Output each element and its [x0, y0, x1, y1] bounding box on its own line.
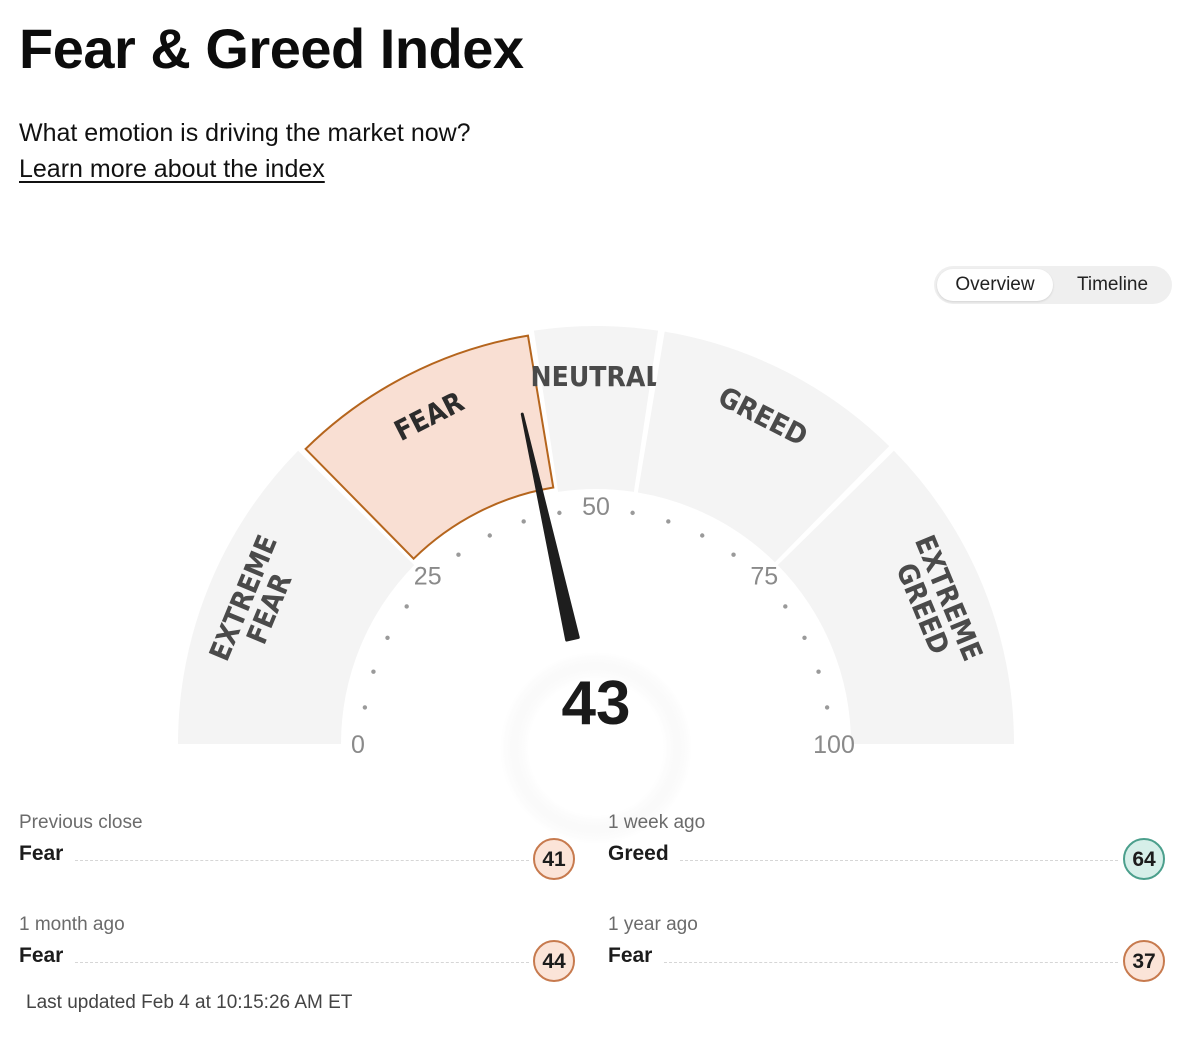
dashed-leader [75, 860, 529, 861]
history-score-badge: 64 [1123, 838, 1165, 880]
history-score-badge: 41 [533, 838, 575, 880]
overview-tab[interactable]: Overview [937, 269, 1053, 301]
score-halo [500, 652, 692, 844]
gauge-scale-dot [456, 552, 461, 557]
dashed-leader [680, 860, 1118, 861]
gauge-segment-extreme-fear [178, 450, 415, 744]
gauge-scale-dot [521, 519, 526, 524]
gauge-tick-label: 50 [582, 493, 610, 521]
gauge-scale-dot [666, 519, 671, 524]
gauge-scale-dot [371, 669, 376, 674]
timeline-tab[interactable]: Timeline [1076, 274, 1149, 295]
gauge-scale-dot [362, 705, 368, 710]
gauge-scale-dot [700, 533, 705, 538]
history-rating: Fear [19, 944, 64, 967]
gauge-scale-dot [557, 510, 562, 516]
gauge-scale-dot [824, 705, 830, 710]
gauge-segment-greed [637, 331, 890, 563]
last-updated: Last updated Feb 4 at 10:15:26 AM ET [26, 992, 353, 1013]
gauge-scale-dot [731, 552, 736, 557]
history-period: Previous close [19, 812, 143, 833]
gauge-segment-neutral [533, 326, 659, 492]
gauge-tick-label: 0 [351, 731, 365, 759]
gauge-scale-dot [802, 635, 807, 640]
dashed-leader [75, 962, 529, 963]
history-period: 1 year ago [608, 914, 698, 935]
history-1-week-ago: 1 week ago Greed 64 [608, 812, 1168, 892]
dashed-leader [664, 962, 1118, 963]
history-1-year-ago: 1 year ago Fear 37 [608, 914, 1168, 994]
history-previous-close: Previous close Fear 41 [19, 812, 579, 892]
history-period: 1 month ago [19, 914, 125, 935]
gauge-tick-label: 100 [813, 731, 855, 759]
gauge-label-neutral: NEUTRAL [531, 360, 662, 393]
gauge-scale-dot [630, 510, 635, 516]
page-title: Fear & Greed Index [19, 17, 524, 80]
gauge-needle [520, 412, 580, 642]
history-rating: Fear [19, 842, 64, 865]
history-1-month-ago: 1 month ago Fear 44 [19, 914, 579, 994]
gauge-scale-dot [783, 604, 788, 609]
history-score-badge: 37 [1123, 940, 1165, 982]
page-subtitle: What emotion is driving the market now? [19, 119, 471, 147]
gauge-score-value: 43 [562, 669, 631, 738]
history-rating: Greed [608, 842, 669, 865]
view-toggle: Overview Timeline [934, 266, 1172, 304]
gauge-scale-dot [487, 533, 492, 538]
gauge-segment-extreme-greed [777, 450, 1014, 744]
gauge-segment-fear [304, 334, 555, 561]
gauge-tick-label: 75 [750, 563, 778, 591]
history-period: 1 week ago [608, 812, 706, 833]
learn-more-link[interactable]: Learn more about the index [19, 155, 325, 183]
history-rating: Fear [608, 944, 653, 967]
history-score-badge: 44 [533, 940, 575, 982]
gauge-scale-dot [404, 604, 409, 609]
gauge-scale-dot [816, 669, 821, 674]
gauge-tick-label: 25 [414, 563, 442, 591]
gauge-scale-dot [385, 635, 390, 640]
